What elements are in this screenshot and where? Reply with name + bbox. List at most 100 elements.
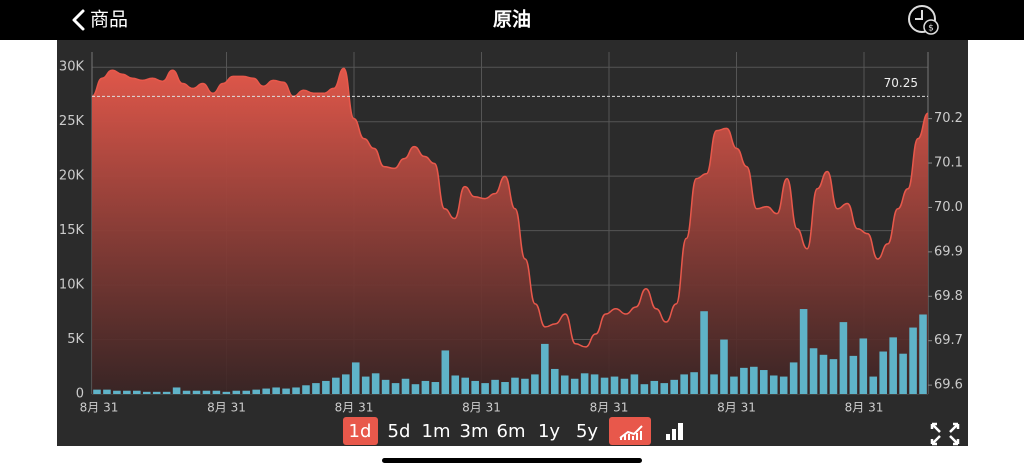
volume-bar xyxy=(391,383,400,394)
volume-bar xyxy=(152,391,161,394)
volume-bar xyxy=(162,391,171,394)
history-icon[interactable]: $ xyxy=(908,5,939,35)
volume-bar xyxy=(839,322,848,394)
volume-bar xyxy=(312,383,320,394)
x-tick-label: 8月 31 xyxy=(335,401,374,415)
volume-bar xyxy=(750,366,758,394)
volume-bar xyxy=(849,355,858,394)
range-active-bg[interactable] xyxy=(343,417,378,445)
volume-bar xyxy=(421,380,430,394)
back-icon[interactable] xyxy=(72,9,85,31)
volume-bar xyxy=(600,377,609,394)
y2-tick-label: 69.7 xyxy=(934,333,963,348)
range-button[interactable]: 6m xyxy=(497,421,526,442)
volume-bar xyxy=(760,370,768,394)
chart-type-bar[interactable] xyxy=(666,423,683,440)
volume-bar xyxy=(700,311,708,394)
y2-tick-label: 69.8 xyxy=(934,289,963,304)
volume-bar xyxy=(740,367,748,394)
range-button[interactable]: 5y xyxy=(576,421,598,442)
chart-type-line[interactable] xyxy=(609,417,651,445)
volume-bar xyxy=(560,375,569,394)
y-tick-label: 30K xyxy=(59,60,85,75)
volume-bar xyxy=(212,390,221,394)
volume-bar xyxy=(361,376,370,394)
volume-bar xyxy=(789,362,798,394)
volume-bar xyxy=(401,378,410,394)
volume-bar xyxy=(222,391,231,394)
volume-bar xyxy=(501,382,509,394)
volume-bar xyxy=(779,376,788,394)
y-tick-label: 5K xyxy=(67,332,84,347)
volume-bar xyxy=(381,379,390,394)
volume-bar xyxy=(262,388,270,394)
volume-bar xyxy=(799,309,808,394)
last-price-label: 70.25 xyxy=(884,76,918,90)
home-indicator xyxy=(382,458,642,463)
range-button[interactable]: 1d xyxy=(349,421,372,442)
volume-bar xyxy=(292,387,300,394)
volume-bar xyxy=(511,377,519,394)
volume-bar xyxy=(302,385,310,394)
volume-bar xyxy=(809,348,818,394)
y2-tick-label: 70.1 xyxy=(934,156,963,171)
back-button[interactable]: 商品 xyxy=(90,9,128,31)
volume-bar xyxy=(521,378,529,394)
volume-bar xyxy=(342,374,350,394)
y-tick-label: 0 xyxy=(76,387,84,402)
x-tick-label: 8月 31 xyxy=(717,401,756,415)
volume-bar xyxy=(172,387,181,394)
range-button[interactable]: 3m xyxy=(460,421,489,442)
volume-bar xyxy=(819,354,828,394)
volume-bar xyxy=(371,373,380,394)
x-tick-label: 8月 31 xyxy=(207,401,246,415)
volume-bar xyxy=(590,374,599,394)
volume-bar xyxy=(690,372,698,394)
volume-bar xyxy=(202,390,211,394)
volume-bar xyxy=(461,377,469,394)
volume-bar xyxy=(580,373,589,394)
y2-tick-label: 69.9 xyxy=(934,244,963,259)
y-tick-label: 20K xyxy=(59,169,85,184)
y2-tick-label: 70.2 xyxy=(934,111,963,126)
fullscreen-icon[interactable] xyxy=(930,422,960,446)
volume-bar xyxy=(93,389,101,394)
volume-bar xyxy=(491,379,499,394)
volume-bar xyxy=(730,376,738,394)
volume-bar xyxy=(899,353,907,394)
volume-bar xyxy=(113,390,121,394)
x-tick-label: 8月 31 xyxy=(845,401,884,415)
volume-bar xyxy=(431,382,440,394)
volume-bar xyxy=(471,380,479,394)
top-bar xyxy=(0,0,1024,40)
volume-bar xyxy=(551,368,559,394)
volume-bar xyxy=(252,389,260,394)
volume-bar xyxy=(282,388,290,394)
range-button[interactable]: 1y xyxy=(538,421,560,442)
x-tick-label: 8月 31 xyxy=(590,401,629,415)
range-button[interactable]: 5d xyxy=(388,421,411,442)
volume-bar xyxy=(570,378,579,394)
volume-bar xyxy=(909,327,917,394)
svg-text:$: $ xyxy=(928,24,934,34)
volume-bar xyxy=(322,380,330,394)
volume-bar xyxy=(670,379,678,394)
volume-bar xyxy=(859,338,868,394)
range-controls: 1d 5d 1m 3m 6m 1y 5y xyxy=(343,417,598,445)
volume-bar xyxy=(879,351,887,394)
volume-bar xyxy=(630,374,639,394)
y-tick-label: 15K xyxy=(59,223,85,238)
volume-bar xyxy=(441,350,450,394)
x-tick-label: 8月 31 xyxy=(462,401,501,415)
volume-bar xyxy=(869,376,878,394)
volume-bar xyxy=(411,384,420,394)
y-tick-label: 25K xyxy=(59,114,85,129)
volume-bar xyxy=(192,390,201,394)
range-button[interactable]: 1m xyxy=(422,421,451,442)
volume-bar xyxy=(919,314,927,394)
volume-bar xyxy=(660,383,669,394)
volume-bar xyxy=(769,375,778,394)
volume-bar xyxy=(710,374,718,394)
